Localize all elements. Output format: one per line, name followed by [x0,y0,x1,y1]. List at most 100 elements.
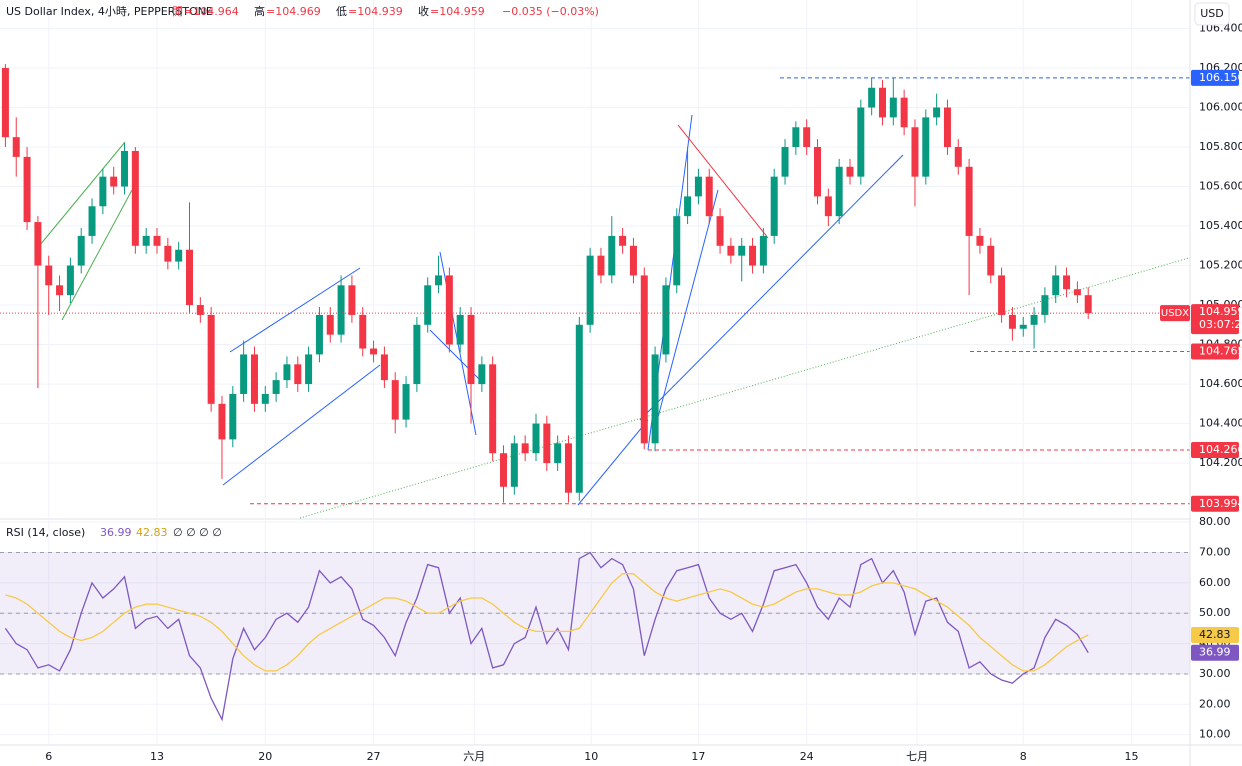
y-tick-label: 20.00 [1199,697,1231,710]
candle-body [12,137,20,157]
rsi-ma-value: 42.83 [136,526,168,539]
candle-body [175,249,183,262]
candle-body [413,324,421,385]
axes: 6 13 20 27 六月 10 17 24 七月 8 15 104.200 104.400 104.60… [45,21,1242,763]
x-tick-label: 六月 [463,750,485,763]
candle-body [1041,295,1049,315]
candle-body [185,249,193,306]
level-box [1191,442,1239,459]
candle-body [608,235,616,276]
candle-body [954,147,962,167]
rsi-line [4,551,1089,722]
ohlc-label: 高 [254,4,265,18]
rsi-box-label: 42.83 [1199,628,1231,641]
rsi-value: 36.99 [100,526,132,539]
candle-body [45,265,53,286]
candle-body [153,235,161,246]
trend-line [429,329,485,385]
candle-body [489,364,497,454]
y-tick-label: 50.00 [1199,606,1231,619]
currency-button[interactable] [1194,2,1230,26]
candle-body [207,314,215,404]
ohlc-value: =104.969 [266,5,321,18]
candle-body [142,235,150,246]
level-label: 103.994 [1199,497,1242,510]
candle-body [88,206,96,236]
trend-line [61,189,133,321]
candle-body [510,443,518,487]
currency[interactable]: USD [1200,7,1224,20]
x-tick-label: 15 [1125,750,1139,763]
candle-body [651,354,659,444]
y-tick-label: 60.00 [1199,576,1231,589]
price-label: 104.959 [1199,305,1242,318]
candle-body [294,364,302,385]
candle-body [792,127,800,148]
y-tick-label: 105.400 [1199,219,1242,232]
candle-body [77,235,85,266]
candle-body [1063,275,1071,290]
y-tick-label: 30.00 [1199,667,1231,680]
level-box [1191,343,1239,360]
y-tick-label: 105.200 [1199,259,1242,272]
candle-body [435,275,443,286]
rsi-extra: ∅ ∅ ∅ ∅ [173,526,222,539]
header: US Dollar Index, 4小時, PEPPERSTONE 開 =104… [6,2,1230,539]
y-tick-label: 80.00 [1199,515,1231,528]
x-tick-label: 6 [45,750,52,763]
candle-body [738,245,746,256]
candle-body [456,314,464,345]
candle-body [315,314,323,355]
trend-line [229,267,361,353]
symbol: US Dollar Index, 4小時, PEPPERSTONE [6,5,213,18]
candle-body [716,216,724,246]
y-tick-label: 105.800 [1199,140,1242,153]
candle-body [532,423,540,454]
symbol-name: USDX [1161,308,1189,319]
candle-body [629,245,637,276]
candle-body [803,127,811,148]
candle-body [229,393,237,440]
candle-body [467,314,475,385]
ohlc-value: =104.939 [348,5,403,18]
candle-body [445,275,453,345]
rsi-box [1191,626,1239,643]
candle-body [34,222,42,266]
candle-body [911,127,919,177]
ohlc-value: =104.964 [184,5,239,18]
x-tick-label: 10 [584,750,598,763]
candle-body [424,285,432,325]
candle-body [684,196,692,217]
candle-body [770,176,778,236]
grid [0,0,1190,745]
trend-line [677,124,769,239]
candle-body [283,364,291,381]
candle-body [749,245,757,266]
trend-line [222,364,381,486]
candle-body [554,443,562,464]
candle-body [164,245,172,262]
rsi-box [1191,644,1239,661]
y-tick-label: 105.600 [1199,180,1242,193]
x-tick-label: 27 [367,750,381,763]
candle-body [1019,324,1027,329]
marks [0,64,1190,722]
candle-body [705,176,713,217]
level-label: 104.765 [1199,344,1242,357]
candle-body [543,423,551,464]
trend-line [639,154,904,421]
candle-body [814,147,822,197]
change: −0.035 (−0.03%) [502,5,599,18]
y-tick-label: 70.00 [1199,545,1231,558]
ohlc-value: =104.959 [430,5,485,18]
candle-body [933,107,941,118]
candle-body [662,285,670,355]
candle-body [846,166,854,177]
candle-body [868,87,876,108]
candle-body [337,285,345,335]
candle-body [943,107,951,148]
candle-body [110,176,118,187]
candle-body [66,265,74,296]
ohlc-label: 低 [336,5,347,18]
